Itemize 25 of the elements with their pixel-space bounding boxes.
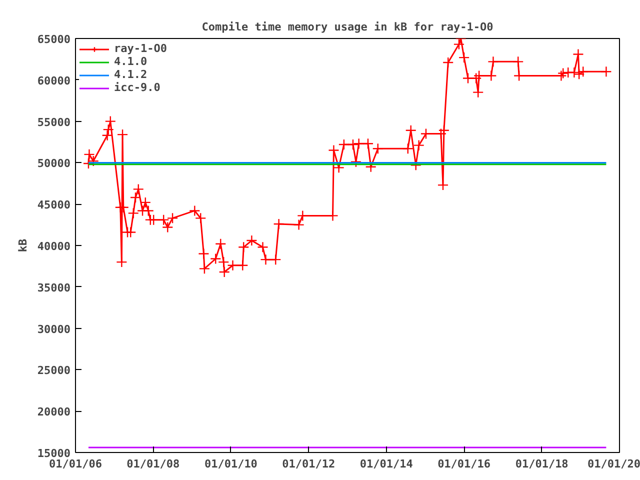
x-tick-label: 01/01/12: [282, 458, 336, 470]
x-tick-label: 01/01/20: [588, 458, 640, 470]
y-tick-label: 55000: [37, 116, 71, 129]
legend-label: icc-9.0: [114, 81, 160, 94]
y-tick-label: 35000: [37, 281, 71, 294]
x-tick-label: 01/01/06: [49, 458, 102, 470]
y-tick-label: 60000: [37, 74, 71, 88]
y-tick-label: 20000: [37, 406, 71, 419]
y-tick-label: 25000: [37, 364, 71, 378]
x-tick-label: 01/01/08: [126, 458, 180, 470]
legend-label: 4.1.0: [114, 55, 148, 68]
x-tick-label: 01/01/14: [360, 458, 414, 470]
y-tick-label: 30000: [37, 322, 71, 336]
x-tick-label: 01/01/10: [204, 458, 258, 470]
x-tick-label: 01/01/18: [515, 458, 568, 470]
legend-label: 4.1.2: [114, 68, 148, 81]
y-tick-label: 40000: [37, 240, 71, 253]
y-axis-title: kB: [16, 238, 30, 252]
y-tick-label: 45000: [37, 198, 71, 212]
chart-title: Compile time memory usage in kB for ray-1-O0: [202, 20, 494, 34]
y-tick-label: 15000: [37, 447, 71, 460]
legend-label: ray-1-O0: [114, 42, 167, 55]
y-tick-label: 50000: [37, 157, 71, 170]
x-tick-label: 01/01/16: [438, 458, 491, 470]
y-tick-label: 65000: [37, 33, 71, 46]
